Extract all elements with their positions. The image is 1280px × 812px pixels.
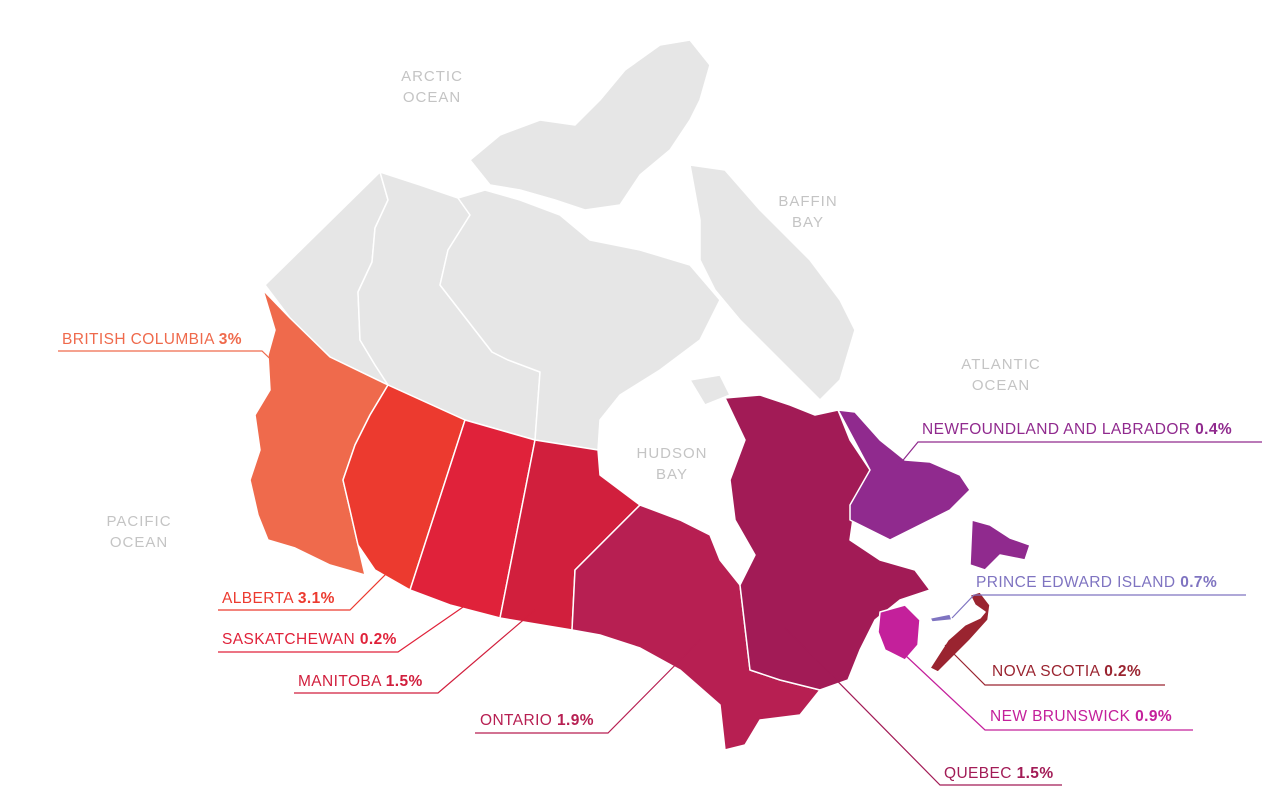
southampton-island (689, 374, 731, 406)
baffin-bay-label: BAFFIN BAY (778, 193, 838, 231)
region-name: BRITISH COLUMBIA (62, 331, 214, 348)
region-value: 0.2% (1104, 663, 1142, 680)
region-value: 1.5% (1016, 765, 1054, 782)
leader-british-columbia (58, 350, 289, 377)
atlantic-ocean-label: ATLANTIC OCEAN (961, 356, 1041, 394)
callout-new-brunswick: NEW BRUNSWICK 0.9% (990, 708, 1172, 726)
callout-prince-edward-island: PRINCE EDWARD ISLAND 0.7% (976, 574, 1217, 592)
province-newfoundland-and-labrador (837, 409, 1031, 571)
province-ontario (571, 504, 821, 751)
arctic-ocean-label: ARCTIC OCEAN (401, 68, 463, 106)
region-value: 0.9% (1135, 708, 1173, 725)
callout-manitoba: MANITOBA 1.5% (298, 673, 423, 691)
region-name: SASKATCHEWAN (222, 631, 356, 648)
region-value: 3.1% (297, 590, 335, 607)
callout-newfoundland-and-labrador: NEWFOUNDLAND AND LABRADOR 0.4% (922, 421, 1232, 439)
leader-new-brunswick (904, 654, 1193, 731)
region-value: 3% (218, 331, 242, 348)
callout-british-columbia: BRITISH COLUMBIA 3% (62, 331, 242, 349)
leader-saskatchewan (218, 604, 467, 653)
region-name: MANITOBA (298, 673, 382, 690)
region-value: 1.5% (385, 673, 423, 690)
province-prince-edward-island (929, 613, 953, 623)
leader-newfoundland-and-labrador (894, 441, 1262, 471)
provinces (249, 289, 1031, 751)
region-value: 0.7% (1180, 574, 1218, 591)
leader-ontario (475, 639, 701, 734)
callout-nova-scotia: NOVA SCOTIA 0.2% (992, 663, 1141, 681)
province-nova-scotia (929, 591, 991, 673)
region-value: 0.4% (1195, 421, 1233, 438)
province-saskatchewan (409, 419, 536, 619)
leader-nova-scotia (944, 644, 1165, 686)
nunavut-mainland (439, 189, 721, 451)
callout-quebec: QUEBEC 1.5% (944, 765, 1054, 783)
region-value: 0.2% (359, 631, 397, 648)
region-name: ONTARIO (480, 712, 553, 729)
callout-ontario: ONTARIO 1.9% (480, 712, 594, 730)
region-name: ALBERTA (222, 590, 294, 607)
leader-alberta (218, 569, 391, 611)
region-name: NOVA SCOTIA (992, 663, 1100, 680)
region-name: QUEBEC (944, 765, 1012, 782)
leader-prince-edward-island (951, 594, 1246, 619)
baffin-island (689, 164, 856, 401)
region-name: PRINCE EDWARD ISLAND (976, 574, 1176, 591)
province-new-brunswick (877, 604, 921, 661)
hudson-bay-label: HUDSON BAY (636, 445, 708, 483)
region-name: NEW BRUNSWICK (990, 708, 1131, 725)
pacific-ocean-label: PACIFIC OCEAN (106, 513, 172, 551)
region-name: NEWFOUNDLAND AND LABRADOR (922, 421, 1191, 438)
leader-lines (58, 350, 1262, 786)
northern-territories (264, 39, 856, 451)
leader-quebec (784, 627, 1062, 786)
callout-alberta: ALBERTA 3.1% (222, 590, 335, 608)
callout-saskatchewan: SASKATCHEWAN 0.2% (222, 631, 397, 649)
region-value: 1.9% (556, 712, 594, 729)
leader-manitoba (294, 609, 536, 694)
arctic-islands (469, 39, 711, 211)
